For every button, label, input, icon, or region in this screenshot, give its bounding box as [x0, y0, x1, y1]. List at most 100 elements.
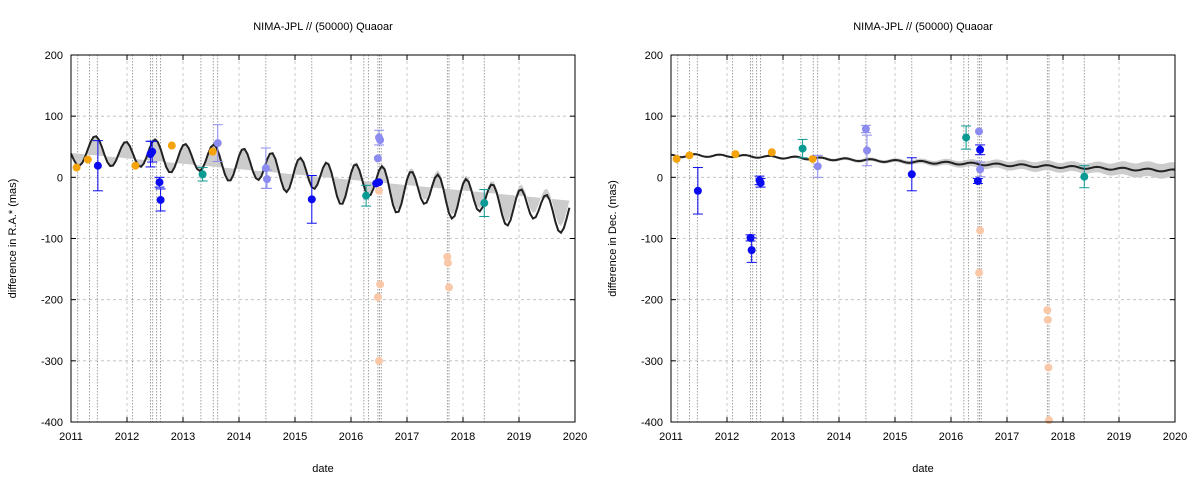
data-point: [976, 165, 985, 174]
data-point: [1044, 363, 1053, 372]
data-point: [445, 283, 453, 292]
x-tick-label: 2020: [1163, 431, 1187, 443]
y-tick-label: 0: [57, 172, 63, 184]
x-tick-label: 2016: [939, 431, 963, 443]
data-point: [975, 127, 983, 136]
data-point: [373, 154, 382, 163]
y-tick-label: 200: [45, 50, 63, 62]
x-axis-label: date: [312, 463, 333, 475]
data-point: [973, 177, 982, 186]
data-point: [156, 195, 165, 204]
x-tick-label: 2013: [171, 431, 195, 443]
y-ticks: 200 100 0 -100 -200 -300 -400: [641, 50, 1175, 429]
x-tick-label: 2015: [283, 431, 307, 443]
data-point: [685, 151, 694, 160]
y-tick-label: 100: [645, 111, 663, 123]
data-point: [198, 170, 207, 179]
data-point: [962, 133, 971, 142]
data-point: [672, 154, 681, 163]
x-tick-label: 2017: [395, 431, 419, 443]
grid: [71, 55, 575, 422]
data-point: [756, 178, 765, 187]
x-tick-label: 2017: [995, 431, 1019, 443]
panel-ra: NIMA-JPL // (50000) Quaoar 2011 2012 2013 20…: [7, 21, 587, 475]
data-point: [1080, 172, 1089, 181]
data-point: [131, 161, 140, 170]
data-point: [261, 164, 270, 173]
data-point: [375, 356, 383, 365]
x-tick-label: 2014: [827, 431, 851, 443]
x-tick-label: 2014: [227, 431, 251, 443]
x-tick-label: 2011: [59, 431, 83, 443]
data-point: [443, 252, 452, 261]
x-tick-label: 2019: [507, 431, 531, 443]
series-peach: [975, 226, 1053, 425]
x-tick-label: 2012: [715, 431, 739, 443]
data-point: [731, 150, 740, 159]
data-point: [813, 162, 822, 171]
data-point: [213, 139, 222, 148]
data-point: [307, 195, 316, 204]
chart-title: NIMA-JPL // (50000) Quaoar: [253, 21, 393, 33]
y-axis-label: difference in Dec. (mas): [607, 180, 619, 297]
series-light_blue: [812, 124, 986, 178]
y-tick-label: -300: [41, 356, 63, 368]
data-point: [443, 258, 452, 267]
data-point: [376, 136, 385, 145]
data-point: [808, 154, 817, 163]
data-point: [1043, 306, 1052, 315]
y-ticks: 200 100 0 -100 -200 -300 -400: [41, 50, 575, 429]
x-axis-label: date: [912, 463, 933, 475]
data-point: [72, 163, 81, 172]
x-ticks: 2011 2012 2013 2014 2015 2016 2017 2018 2019 2020: [659, 55, 1187, 443]
series-blue: [92, 140, 383, 224]
data-point: [375, 178, 383, 187]
y-tick-label: -300: [641, 356, 663, 368]
data-point: [148, 147, 157, 156]
series-peach: [373, 186, 453, 365]
chart-title: NIMA-JPL // (50000) Quaoar: [853, 21, 993, 33]
series-orange: [72, 141, 217, 172]
x-tick-label: 2019: [1107, 431, 1131, 443]
data-point: [1045, 416, 1053, 425]
data-point: [975, 268, 983, 277]
data-point: [93, 161, 102, 170]
data-point: [376, 280, 385, 289]
y-tick-label: -400: [41, 417, 63, 429]
data-point: [863, 146, 871, 155]
data-point: [907, 170, 916, 179]
data-point: [798, 144, 807, 153]
data-point: [155, 178, 164, 187]
data-point: [976, 226, 985, 235]
data-point: [375, 186, 383, 195]
event-lines: [77, 55, 485, 422]
x-tick-label: 2013: [771, 431, 795, 443]
series-teal: [797, 125, 1090, 189]
series-blue: [692, 144, 986, 263]
y-tick-label: -100: [41, 234, 63, 246]
y-tick-label: 0: [657, 172, 663, 184]
data-point: [480, 199, 489, 208]
x-tick-label: 2015: [883, 431, 907, 443]
x-tick-label: 2016: [339, 431, 363, 443]
x-tick-label: 2018: [1051, 431, 1075, 443]
model-line: [70, 135, 571, 235]
data-point: [167, 141, 176, 150]
x-ticks: 2011 2012 2013 2014 2015 2016 2017 2018 2019 2020: [59, 55, 587, 443]
data-point: [747, 246, 756, 255]
data-point: [373, 293, 382, 302]
y-tick-label: -200: [641, 295, 663, 307]
x-tick-label: 2018: [451, 431, 475, 443]
data-point: [83, 155, 92, 164]
y-tick-label: -400: [641, 417, 663, 429]
x-tick-label: 2012: [115, 431, 139, 443]
y-tick-label: 100: [45, 111, 63, 123]
data-point: [767, 148, 776, 157]
data-point: [263, 175, 271, 184]
y-tick-label: -100: [641, 234, 663, 246]
series-light_blue: [212, 124, 385, 189]
uncertainty-band: [71, 135, 570, 226]
